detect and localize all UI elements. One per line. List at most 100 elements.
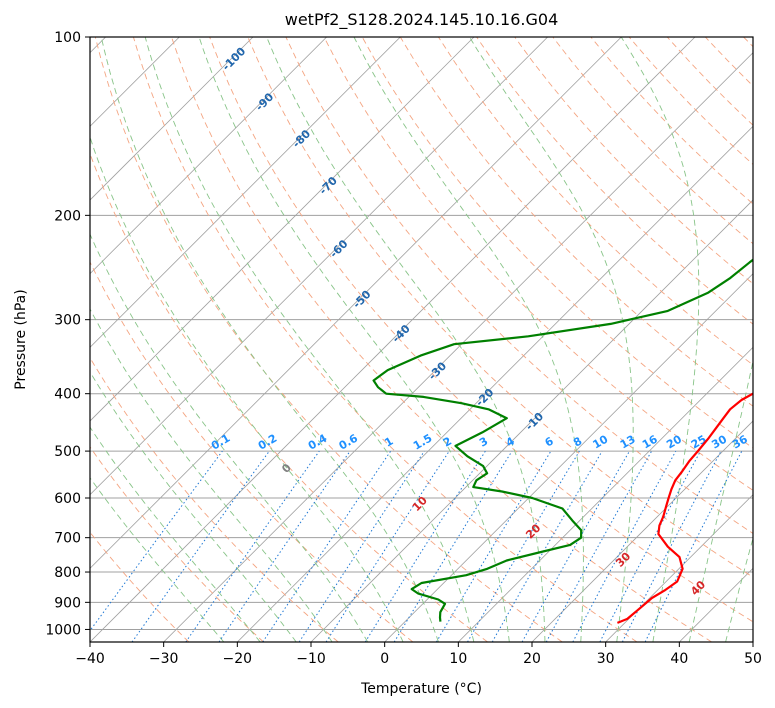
mixing-ratio-label: 6 [543,434,556,449]
mixing-ratio-label: 1.5 [411,432,434,453]
mixing-ratio-label: 13 [618,433,638,452]
dry-adiabat [666,37,753,126]
mixing-ratio-lines [90,450,743,642]
y-tick-label: 200 [54,208,81,224]
dry-adiabat [90,356,339,642]
isotherm-line [752,641,753,642]
mixing-ratio-line [545,450,653,642]
mixing-ratio-line [90,450,223,632]
y-tick-label: 500 [54,444,81,460]
dry-adiabat [247,37,753,578]
mixing-ratio-line [364,450,486,642]
y-tick-label: 1000 [45,622,81,638]
mixing-ratio-label: 1 [382,435,395,450]
dry-adiabat [209,37,753,623]
y-tick-label: 300 [54,313,81,329]
x-axis-label: Temperature (°C) [360,681,482,697]
mixing-ratio-line [262,450,392,642]
mixing-ratio-line [185,450,320,642]
x-tick-label: −20 [223,651,253,667]
y-tick-label: 700 [54,531,81,547]
moist-adiabat-label: 20 [523,521,543,541]
dry-adiabat [704,37,753,87]
y-tick-label: 600 [54,491,81,507]
isotherm-line [679,567,753,642]
isotherm-line [237,125,753,642]
moist-adiabat [725,536,753,642]
mixing-ratio-label: 16 [640,432,660,451]
x-tick-label: 40 [670,651,688,667]
moist-adiabat [90,233,369,642]
x-tick-label: 50 [744,651,762,667]
x-tick-label: −30 [149,651,179,667]
moist-adiabat [90,135,404,642]
mixing-ratio-label: 10 [591,432,611,451]
dry-adiabat-label: -90 [253,90,276,113]
mixing-ratio-label: 0.1 [209,432,232,453]
isotherm-line [90,37,401,348]
moist-adiabat-label: 30 [613,549,633,569]
moist-adiabat [90,477,225,642]
dry-adiabat-label: -30 [426,359,449,382]
mixing-ratio-line [131,450,270,642]
isotherm-line [458,346,753,642]
isotherm-line [90,37,622,569]
isotherm-line [90,37,548,496]
dewpoint-profile-line [372,258,753,622]
x-tick-label: 30 [597,651,615,667]
isotherm-line [90,37,327,275]
dry-adiabat [90,261,414,642]
mixing-ratio-line [325,450,450,642]
mixing-ratio-label: 20 [664,432,684,451]
y-axis-label: Pressure (hPa) [13,289,29,389]
mixing-ratio-label: 36 [730,432,750,451]
axes-frame [89,36,754,643]
y-tick-label: 100 [54,30,81,46]
moist-adiabat [100,37,439,642]
mixing-ratio-line [298,450,425,642]
mixing-ratio-line [435,450,552,642]
dry-adiabat [743,37,753,48]
isotherm-line [90,37,254,201]
x-tick-label: 0 [380,651,389,667]
moist-adiabat [620,37,700,642]
moist-adiabat [90,426,261,642]
dry-adiabat-label: -50 [350,288,373,311]
dry-adiabat [171,37,712,642]
dry-adiabats [90,37,753,642]
x-tick-label: 20 [523,651,541,667]
dry-adiabat [94,37,563,642]
dry-adiabat-label: -100 [220,44,249,73]
dry-adiabat [132,37,638,642]
chart-title: wetPf2_S128.2024.145.10.16.G04 [285,10,559,30]
x-axis-ticks: −40 −30 −20 −10 0 10 20 30 40 50 [75,642,762,667]
y-tick-label: 900 [54,595,81,611]
dry-adiabat-label: -40 [390,322,413,345]
isotherm-line [90,37,696,642]
plot-area: 0.1 0.2 0.4 0.6 1 1.5 2 3 4 6 8 10 13 16 20 25 30 36-100-… [90,37,753,642]
x-tick-label: −40 [75,651,105,667]
mixing-ratio-line [572,450,677,642]
dry-adiabat [590,37,753,205]
mixing-ratio-line [599,450,701,642]
moist-adiabat-label: 40 [688,578,708,598]
mixing-ratio-label: 30 [709,432,729,451]
mixing-ratio-label: 2 [441,435,454,450]
dry-adiabat [90,152,488,642]
dry-adiabat [552,37,753,245]
pressure-gridlines [90,37,753,630]
moist-adiabat [90,370,297,642]
isotherm-line [384,273,753,642]
dry-adiabat [323,37,753,491]
dry-adiabat-label: -10 [523,410,546,433]
y-axis-ticks: 100 200 300 400 500 600 700 800 900 1000 [45,30,90,638]
y-tick-label: 800 [54,565,81,581]
dry-adiabat [90,446,264,642]
isotherm-line [531,420,753,642]
dry-adiabat-label: -70 [317,174,340,197]
moist-adiabats [90,37,753,642]
moist-adiabat-label: 0 [279,461,294,476]
skewed-isotherms [90,37,753,642]
dry-adiabat [514,37,753,285]
